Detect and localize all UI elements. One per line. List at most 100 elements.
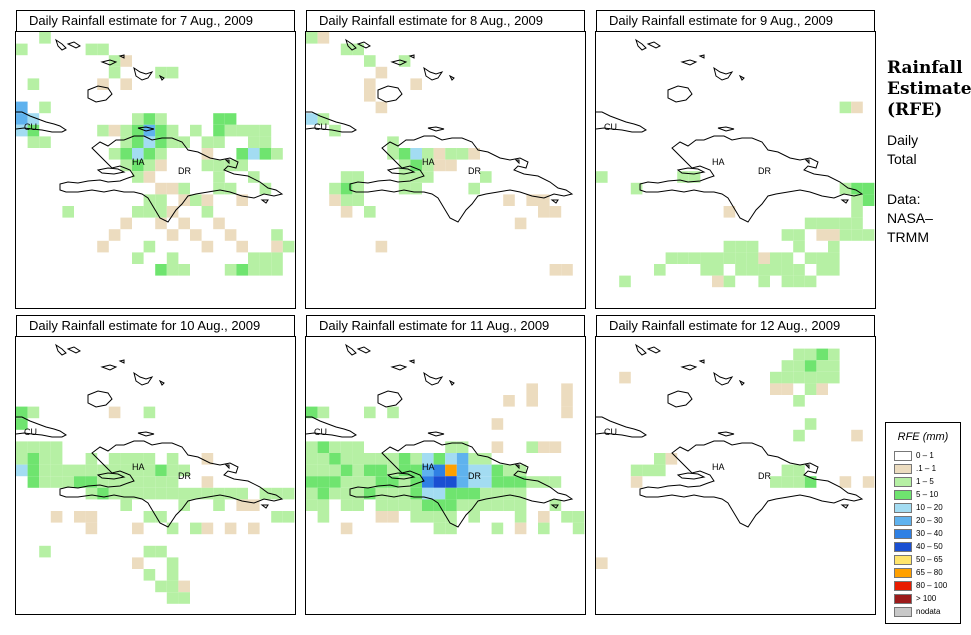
rainfall-cell: [665, 453, 678, 465]
rainfall-cell: [39, 32, 51, 44]
rainfall-cell: [561, 511, 573, 523]
rainfall-cell: [828, 264, 840, 276]
rainfall-cell: [306, 406, 318, 419]
rainfall-cell: [190, 124, 202, 137]
rainfall-cell: [398, 487, 411, 500]
coastline: [224, 159, 230, 165]
rainfall-cell: [108, 66, 121, 79]
rainfall-cell: [398, 55, 411, 67]
rainfall-cell: [85, 464, 98, 477]
rainfall-cell: [770, 476, 782, 488]
rainfall-cell: [816, 360, 828, 372]
legend-label: 40 – 50: [916, 542, 943, 551]
rainfall-cell: [572, 522, 585, 535]
rainfall-cell: [178, 136, 190, 148]
coastline: [390, 59, 408, 66]
rainfall-cell: [549, 441, 562, 453]
rainfall-map: CU HA DR: [305, 336, 586, 615]
rainfall-cell: [201, 522, 214, 535]
rainfall-cell: [27, 113, 40, 125]
rainfall-cell: [224, 182, 237, 195]
rainfall-cell: [166, 264, 179, 276]
rainfall-cell: [62, 476, 74, 488]
place-label-haiti: HA: [422, 157, 435, 167]
rainfall-cell: [723, 275, 736, 288]
rainfall-cell: [851, 217, 863, 230]
rainfall-cell: [143, 453, 156, 465]
coastline: [804, 159, 810, 165]
coastline: [646, 346, 661, 354]
rainfall-cell: [480, 476, 492, 488]
rainfall-cell: [793, 429, 805, 442]
coastline: [87, 85, 113, 103]
rainfall-cell: [143, 148, 156, 160]
rainfall-cell: [97, 487, 109, 500]
rainfall-cell: [248, 252, 260, 264]
rainfall-cell: [166, 229, 179, 241]
rainfall-cell: [468, 487, 480, 500]
rainfall-cell: [816, 371, 828, 384]
rainfall-cell: [248, 499, 260, 511]
coastline: [87, 390, 113, 408]
rainfall-cell: [39, 101, 51, 114]
rainfall-cell: [839, 217, 852, 230]
rainfall-cell: [190, 194, 202, 206]
rainfall-cell: [143, 569, 156, 581]
rainfall-cell: [166, 522, 179, 535]
rainfall-cell: [398, 453, 411, 465]
coastline: [377, 390, 403, 408]
rainfall-cell: [387, 476, 399, 488]
legend-swatch: [894, 451, 912, 461]
rainfall-cell: [654, 453, 666, 465]
rainfall-cell: [108, 453, 121, 465]
rainfall-cell: [50, 464, 63, 477]
rainfall-cell: [793, 464, 805, 477]
rainfall-cell: [236, 487, 248, 500]
coastline: [118, 54, 125, 59]
rainfall-cell: [143, 511, 156, 523]
rainfall-cell: [27, 453, 40, 465]
rainfall-cell: [248, 264, 260, 276]
rainfall-cell: [456, 464, 469, 477]
coastline: [158, 379, 165, 386]
rainfall-cell: [39, 136, 51, 148]
rainfall-cell: [491, 464, 504, 477]
rainfall-cell: [108, 487, 121, 500]
rainfall-cell: [166, 66, 179, 79]
rainfall-cell: [352, 453, 364, 465]
coastline: [345, 343, 357, 356]
coastline: [448, 379, 455, 386]
rainfall-cell: [166, 487, 179, 500]
legend-swatch: [894, 607, 912, 617]
rainfall-cell: [851, 182, 863, 195]
rainfall-cell: [259, 148, 272, 160]
rainfall-cell: [445, 453, 457, 465]
rainfall-cell: [700, 264, 712, 276]
legend-swatch: [894, 503, 912, 513]
rainfall-cell: [108, 148, 121, 160]
rainfall-cell: [248, 136, 260, 148]
rainfall-cell: [108, 406, 121, 419]
rainfall-cell: [398, 499, 411, 511]
rainfall-cell: [166, 182, 179, 195]
rainfall-cell: [178, 580, 190, 593]
rainfall-cell: [793, 275, 805, 288]
rainfall-cell: [770, 264, 782, 276]
coastline: [680, 364, 698, 371]
rainfall-cell: [851, 194, 863, 206]
rainfall-cell: [271, 148, 283, 160]
coastline: [55, 38, 67, 51]
rainfall-cell: [178, 592, 190, 604]
rainfall-cell: [839, 182, 852, 195]
coastline: [260, 504, 269, 509]
rainfall-cell: [433, 464, 446, 477]
rainfall-cell: [27, 124, 40, 137]
rainfall-cell: [201, 148, 214, 160]
rainfall-cell: [793, 395, 805, 407]
rainfall-cell: [793, 229, 805, 241]
place-label-cuba: CU: [24, 122, 37, 132]
panel-title: Daily Rainfall estimate for 12 Aug., 200…: [596, 315, 875, 337]
rainfall-cell: [155, 580, 167, 593]
rainfall-cell: [410, 464, 422, 477]
rainfall-cell: [654, 464, 666, 477]
